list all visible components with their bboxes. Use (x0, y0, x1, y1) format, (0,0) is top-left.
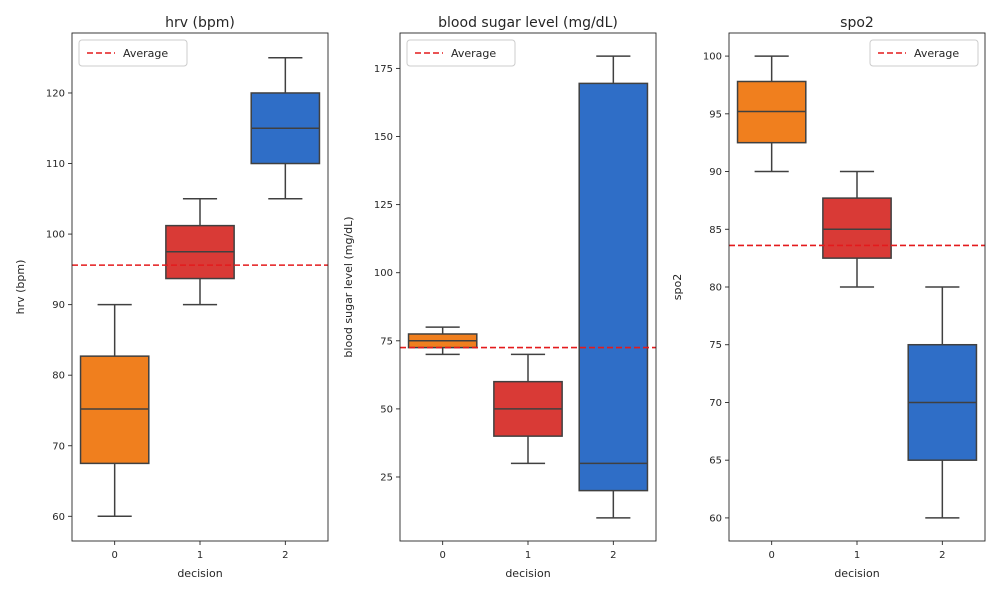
x-tick-label: 0 (439, 550, 445, 561)
chart-title: hrv (bpm) (165, 15, 235, 31)
y-axis-label: hrv (bpm) (14, 260, 27, 315)
y-tick-label: 100 (374, 268, 393, 279)
x-tick-label: 0 (111, 550, 117, 561)
y-tick-label: 100 (46, 230, 65, 241)
box-0 (407, 326, 478, 356)
y-tick-label: 70 (52, 441, 65, 452)
y-tick-label: 90 (709, 167, 722, 178)
y-tick-label: 65 (709, 456, 722, 467)
y-tick-label: 125 (374, 200, 393, 211)
y-tick-label: 150 (374, 132, 393, 143)
y-tick-label: 25 (380, 472, 393, 483)
y-tick-label: 90 (52, 300, 65, 311)
legend: Average (406, 39, 516, 67)
legend-box (406, 39, 516, 67)
box-2 (578, 55, 649, 519)
y-axis-label: spo2 (671, 274, 684, 300)
box-0 (79, 303, 150, 518)
chart-panel-0: 60 70 80 90 100 110 120 0 1 2 hrv (bpm) decision hrv… (14, 15, 329, 580)
y-tick-label: 75 (709, 340, 722, 351)
legend-box (78, 39, 188, 67)
box-1 (822, 170, 892, 288)
y-tick-label: 70 (709, 398, 722, 409)
x-tick-label: 2 (282, 550, 288, 561)
legend-label: Average (914, 47, 959, 60)
y-tick-label: 60 (52, 512, 65, 523)
box-1 (165, 198, 235, 306)
y-tick-label: 85 (709, 225, 722, 236)
legend-box (869, 39, 979, 67)
x-tick-label: 2 (610, 550, 616, 561)
x-tick-label: 2 (939, 550, 945, 561)
box-0 (736, 55, 807, 173)
chart-panel-2: 60 65 70 75 80 85 90 95 100 0 1 2 spo2 decision spo2 Av… (671, 15, 986, 580)
y-tick-label: 80 (52, 371, 65, 382)
x-tick-label: 0 (768, 550, 774, 561)
legend: Average (869, 39, 979, 67)
x-axis-label: decision (834, 567, 879, 580)
box-1 (493, 353, 563, 465)
y-tick-label: 100 (703, 52, 722, 63)
y-axis-label: blood sugar level (mg/dL) (342, 216, 355, 357)
box-2 (250, 56, 321, 200)
x-axis-label: decision (505, 567, 550, 580)
chart-title: blood sugar level (mg/dL) (438, 15, 618, 31)
legend: Average (78, 39, 188, 67)
chart-panel-1: 25 50 75 100 125 150 175 0 1 2 blood sugar level (… (342, 15, 657, 580)
box-2 (907, 286, 978, 519)
y-tick-label: 60 (709, 513, 722, 524)
chart-title: spo2 (840, 15, 874, 31)
legend-label: Average (451, 47, 496, 60)
x-tick-label: 1 (854, 550, 860, 561)
x-axis-label: decision (177, 567, 222, 580)
box-iqr (578, 82, 649, 492)
x-tick-label: 1 (525, 550, 531, 561)
y-tick-label: 175 (374, 64, 393, 75)
y-tick-label: 80 (709, 283, 722, 294)
y-tick-label: 110 (46, 159, 65, 170)
y-tick-label: 75 (380, 336, 393, 347)
y-tick-label: 50 (380, 404, 393, 415)
legend-label: Average (123, 47, 168, 60)
x-tick-label: 1 (197, 550, 203, 561)
y-tick-label: 95 (709, 109, 722, 120)
box-iqr (822, 197, 892, 259)
y-tick-label: 120 (46, 88, 65, 99)
